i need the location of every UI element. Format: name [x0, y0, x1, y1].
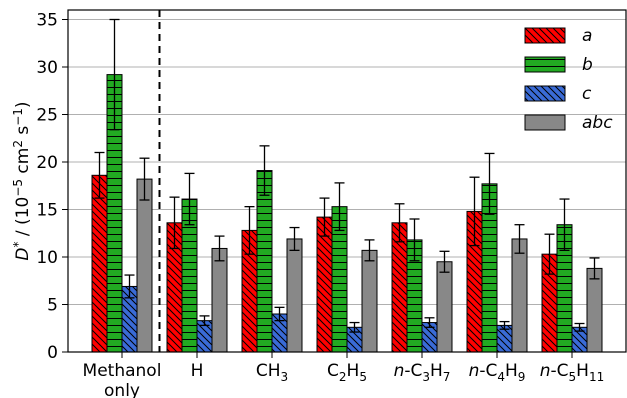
legend-item-b: b — [524, 55, 593, 75]
error-bar-b-ch3 — [259, 145, 270, 196]
legend-swatch-abc — [524, 114, 566, 131]
y-axis-ticks: 0 5 10 15 20 25 30 35 — [36, 11, 68, 363]
y-tick-label: 20 — [36, 153, 58, 173]
y-tick-label: 15 — [36, 201, 58, 221]
y-tick-label: 10 — [36, 248, 58, 268]
bar-abc-c2h5 — [361, 249, 378, 353]
bar-abc-nc4h9 — [511, 238, 528, 353]
legend-item-c: c — [524, 84, 592, 104]
legend-swatch-a — [524, 27, 566, 44]
error-bar-b-h — [184, 172, 195, 226]
legend-label-a: a — [582, 26, 592, 46]
legend-label-abc: abc — [582, 113, 613, 133]
bar-a-c2h5 — [316, 216, 333, 353]
error-bar-abc-nc3h7 — [439, 250, 450, 273]
error-bar-b-nc3h7 — [409, 218, 420, 262]
error-bar-a-ch3 — [244, 205, 255, 255]
x-tick-label-nc3h7: n-C3H7 — [394, 361, 451, 384]
y-axis-label: D* / (10−5 cm2 s−1) — [11, 101, 33, 260]
y-tick-label: 0 — [47, 343, 58, 363]
y-tick-label: 5 — [47, 296, 58, 316]
bar-b-ch3 — [256, 170, 273, 353]
error-bar-b-nc5h11 — [559, 198, 570, 252]
error-bar-abc-methanol — [139, 157, 150, 201]
error-bar-a-nc5h11 — [544, 233, 555, 275]
bar-abc-ch3 — [286, 238, 303, 353]
legend-label-b: b — [582, 55, 593, 75]
error-bar-c-nc3h7 — [424, 317, 435, 328]
error-bar-c-methanol — [124, 274, 135, 299]
bar-abc-methanol — [136, 178, 153, 353]
legend-swatch-c — [524, 85, 566, 102]
legend-item-abc: abc — [524, 113, 613, 133]
bar-a-methanol — [91, 174, 108, 353]
error-bar-abc-nc5h11 — [589, 257, 600, 280]
y-tick-label: 30 — [36, 58, 58, 78]
legend-swatch-b — [524, 56, 566, 73]
x-axis-ticks: Methanol only H CH3 C2H5 n-C3H7 n-C4H9 n-C5H11 — [83, 352, 605, 398]
bar-abc-nc3h7 — [436, 261, 453, 353]
x-tick-label-nc4h9: n-C4H9 — [469, 361, 526, 384]
error-bar-abc-ch3 — [289, 226, 300, 252]
error-bar-a-methanol — [94, 151, 105, 199]
error-bar-a-h — [169, 196, 180, 250]
error-bar-a-nc4h9 — [469, 176, 480, 247]
legend: abc abc — [524, 26, 613, 133]
error-bar-c-h — [199, 315, 210, 327]
error-bar-c-c2h5 — [349, 321, 360, 333]
error-bar-c-ch3 — [274, 306, 285, 322]
error-bar-abc-h — [214, 235, 225, 262]
error-bar-a-nc3h7 — [394, 203, 405, 243]
error-bar-c-nc4h9 — [499, 320, 510, 330]
bar-abc-h — [211, 247, 228, 353]
error-bar-abc-nc4h9 — [514, 224, 525, 254]
x-tick-label-h: H — [191, 361, 204, 381]
error-bar-b-c2h5 — [334, 182, 345, 232]
bar-abc-nc5h11 — [586, 267, 603, 353]
y-tick-label: 35 — [36, 11, 58, 31]
x-tick-label-c2h5: C2H5 — [327, 361, 367, 384]
legend-label-c: c — [582, 84, 592, 104]
x-tick-label-ch3: CH3 — [256, 361, 288, 384]
error-bar-b-nc4h9 — [484, 152, 495, 215]
error-bar-b-methanol — [109, 18, 120, 131]
error-bar-a-c2h5 — [319, 197, 330, 237]
error-bar-abc-c2h5 — [364, 239, 375, 262]
x-tick-label-methanol: Methanol only — [83, 361, 162, 398]
y-tick-label: 25 — [36, 106, 58, 126]
error-bar-c-nc5h11 — [574, 322, 585, 332]
x-tick-label-nc5h11: n-C5H11 — [540, 361, 605, 384]
legend-item-a: a — [524, 26, 592, 46]
error-bars — [94, 18, 600, 333]
